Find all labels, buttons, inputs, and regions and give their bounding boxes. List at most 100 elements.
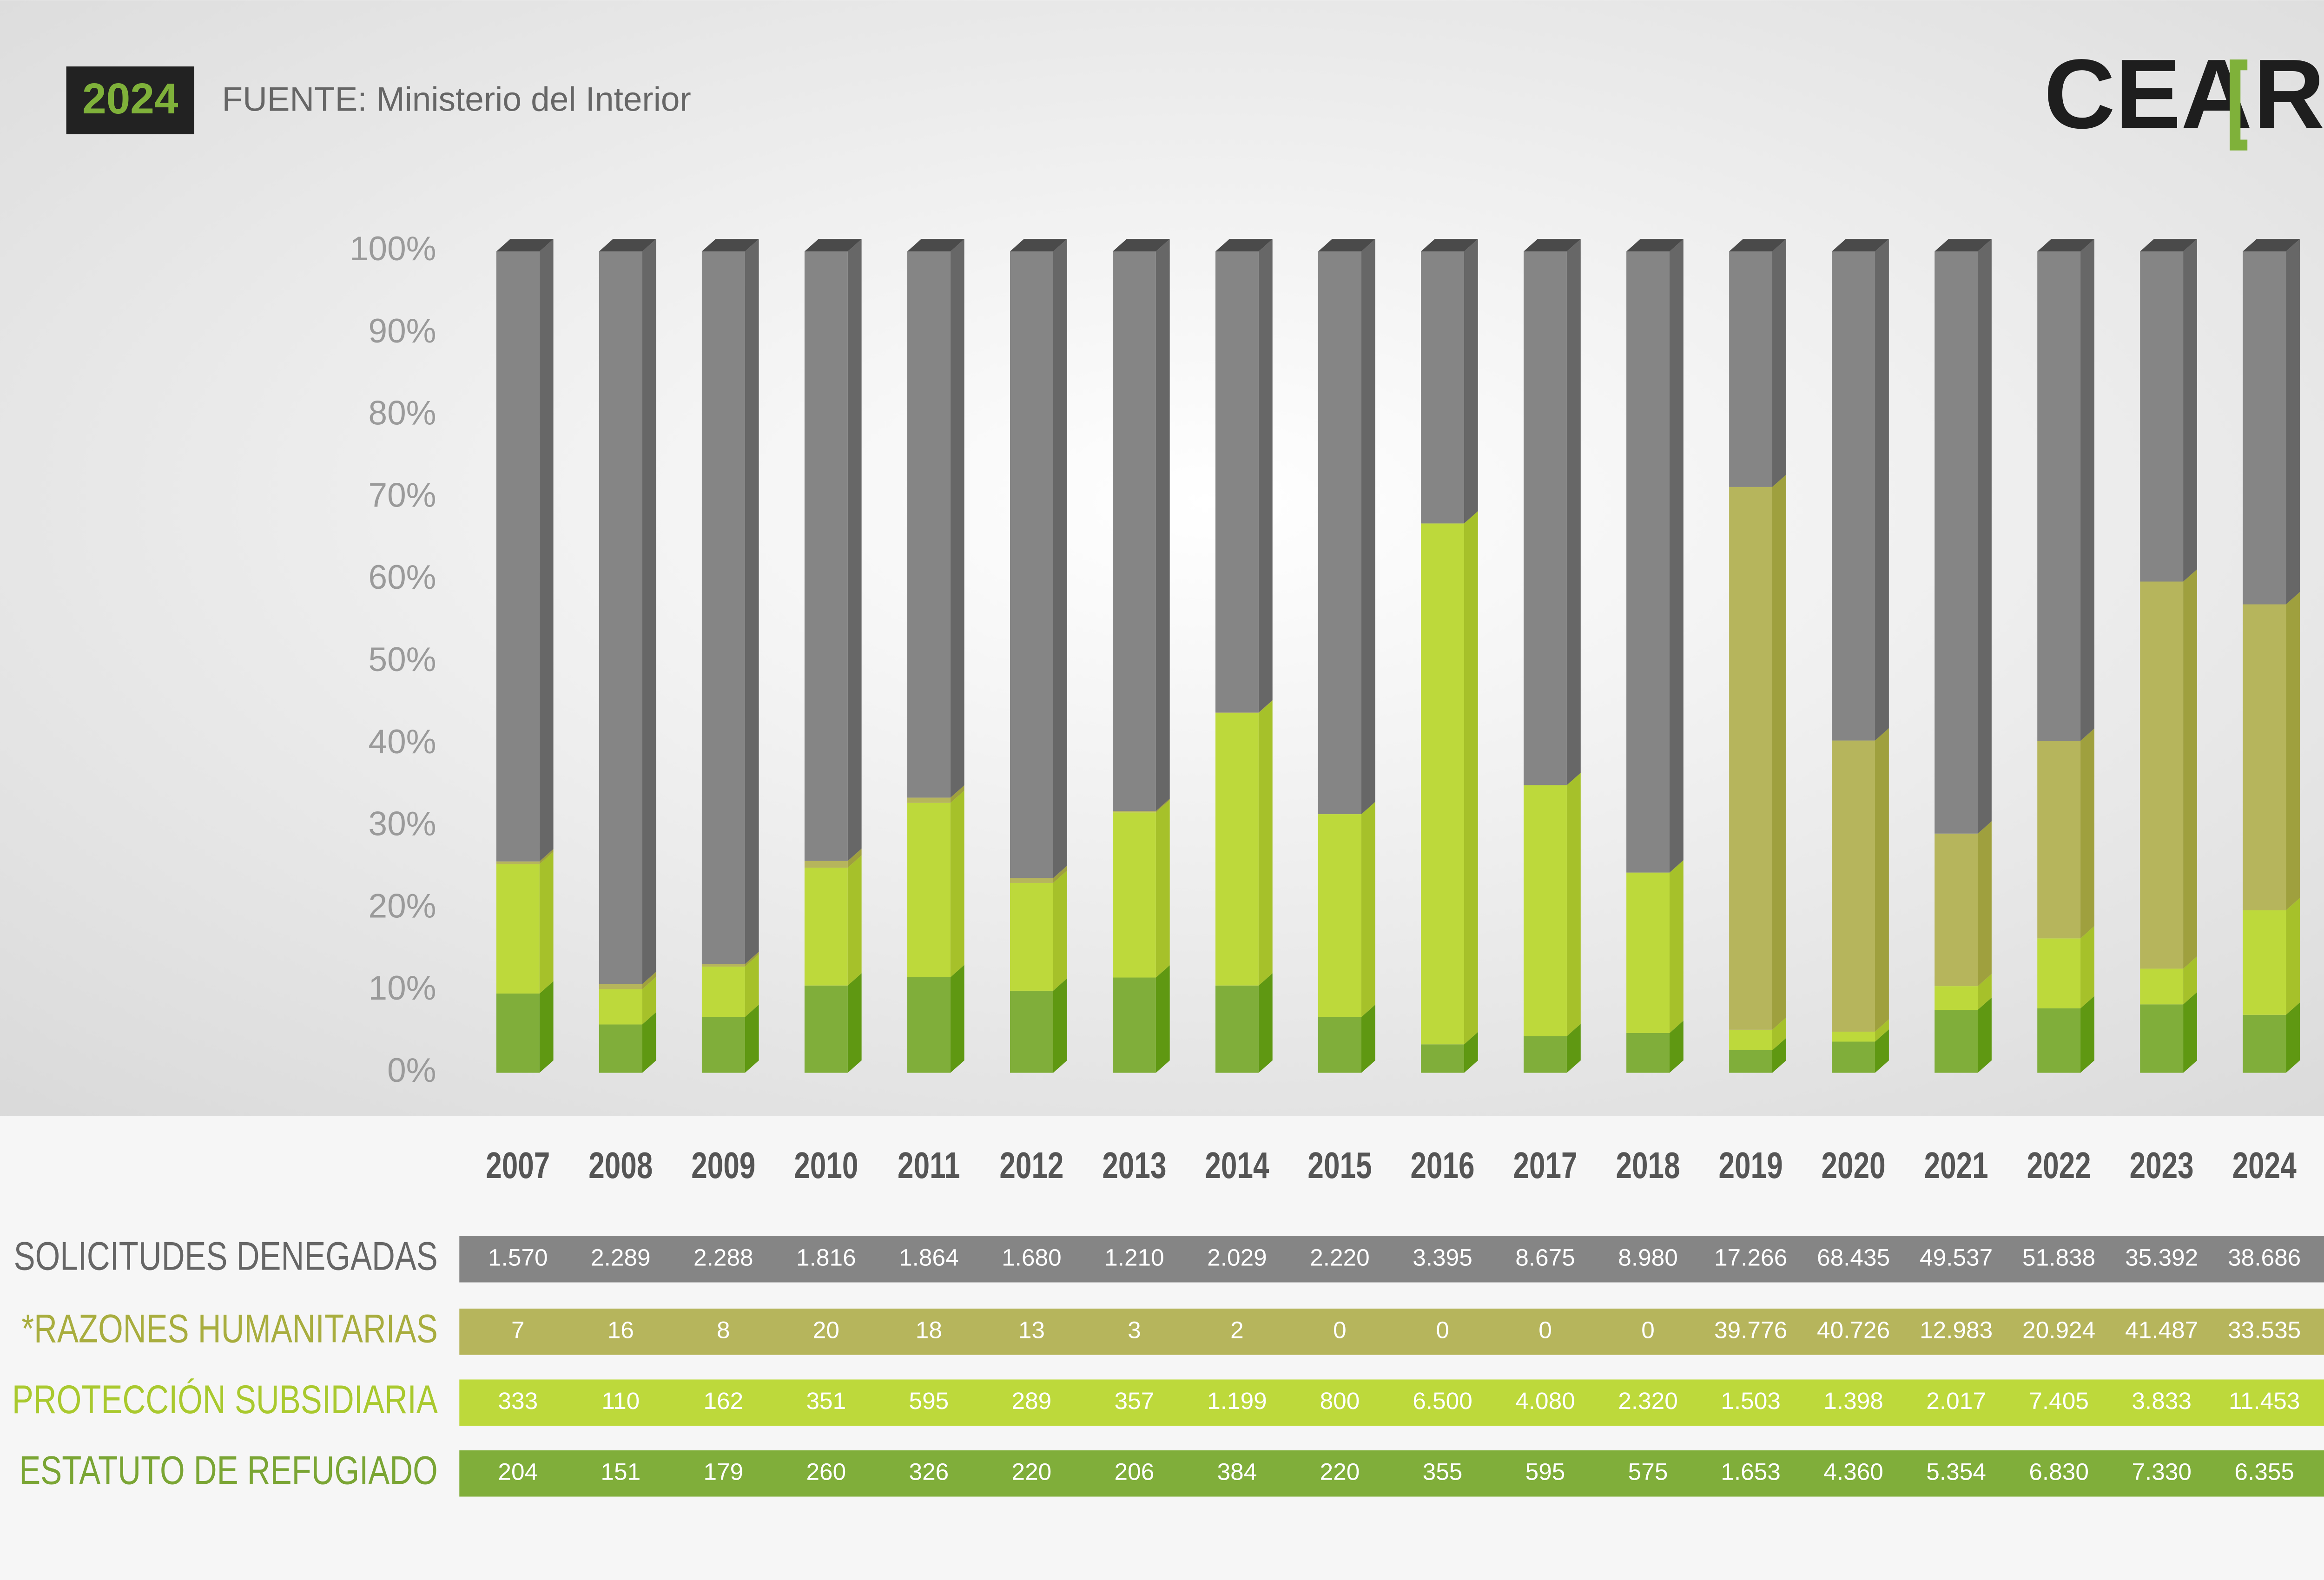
bar-side	[1875, 239, 1889, 741]
table-cell: 1.653	[1721, 1458, 1781, 1485]
bar-segment	[2140, 968, 2184, 1005]
bar-segment	[1112, 977, 1156, 1073]
bar-side	[1155, 965, 1170, 1073]
table-cell: 2.029	[1207, 1244, 1267, 1271]
bar-side	[1258, 700, 1273, 713]
table-cell: 1.570	[488, 1244, 548, 1271]
bar-segment	[1421, 523, 1464, 1045]
table-cell: 575	[1628, 1458, 1668, 1485]
bar-side	[2080, 728, 2094, 939]
table-row	[459, 1308, 2324, 1355]
bar-segment	[496, 993, 540, 1073]
bar-segment	[2243, 604, 2286, 910]
table-cell: 39.776	[1714, 1316, 1787, 1343]
y-tick-label: 30%	[369, 805, 436, 843]
bar-segment	[907, 803, 951, 977]
table-cell: 289	[1012, 1387, 1052, 1414]
bar-segment	[2140, 251, 2184, 582]
bar-top	[1626, 239, 1684, 251]
table-row	[459, 1450, 2324, 1497]
bar-side	[745, 239, 759, 964]
bar-side	[1978, 997, 1992, 1073]
bar-side	[847, 239, 862, 861]
bar-side	[1772, 239, 1786, 487]
table-cell: 41.487	[2125, 1316, 2198, 1343]
bar-side	[1875, 1029, 1889, 1073]
table-cell: 51.838	[2022, 1244, 2095, 1271]
table-row	[459, 1236, 2324, 1283]
bar-top	[2037, 239, 2094, 251]
x-tick-label: 2011	[898, 1145, 960, 1186]
bar-segment	[1832, 251, 1875, 741]
bar-segment	[1112, 251, 1156, 811]
bar-segment	[1729, 1029, 1772, 1051]
table-cell: 0	[1538, 1316, 1552, 1343]
x-tick-label: 2009	[691, 1145, 755, 1186]
bar-segment	[701, 1017, 745, 1073]
y-tick-label: 50%	[369, 641, 436, 678]
table-cell: 16	[607, 1316, 634, 1343]
bar-segment	[2243, 251, 2286, 605]
table-cell: 5.354	[1926, 1458, 1986, 1485]
bar-side	[2080, 996, 2094, 1073]
table-row	[459, 1379, 2324, 1426]
x-tick-label: 2014	[1205, 1145, 1269, 1186]
bar-top	[1010, 239, 1067, 251]
bar-side	[1978, 821, 1992, 987]
table-cell: 1.199	[1207, 1387, 1267, 1414]
legend-label: *RAZONES HUMANITARIAS	[21, 1306, 438, 1351]
bar-top	[496, 239, 554, 251]
bar-segment	[1832, 740, 1875, 1032]
bar-segment	[1626, 1033, 1670, 1073]
x-tick-label: 2010	[794, 1145, 858, 1186]
bar-segment	[1524, 785, 1567, 1036]
bar-segment	[804, 868, 848, 986]
x-tick-label: 2024	[2232, 1145, 2297, 1186]
table-cell: 6.355	[2234, 1458, 2294, 1485]
bar-side	[2286, 898, 2300, 1015]
bar-segment	[1524, 1036, 1567, 1073]
bar-top	[1729, 239, 1786, 251]
bar-side	[745, 952, 759, 967]
bar-segment	[1010, 990, 1053, 1073]
table-cell: 151	[601, 1458, 640, 1485]
table-cell: 6.830	[2029, 1458, 2089, 1485]
x-tick-label: 2018	[1616, 1145, 1680, 1186]
bar-side	[1978, 239, 1992, 834]
bar-side	[1258, 973, 1273, 1073]
table-cell: 4.360	[1823, 1458, 1883, 1485]
table-cell: 20	[813, 1316, 839, 1343]
bar-side	[2286, 1002, 2300, 1073]
bar-side	[950, 790, 964, 977]
bar-top	[2243, 239, 2300, 251]
bar-side	[642, 977, 656, 1025]
bar-segment	[1729, 251, 1772, 487]
table-cell: 8.675	[1515, 1244, 1575, 1271]
bar-side	[1566, 773, 1581, 1036]
bar-segment	[1215, 251, 1259, 713]
bar-side	[1772, 474, 1786, 1030]
bar-side	[847, 849, 862, 868]
bar-top	[907, 239, 964, 251]
x-tick-label: 2013	[1102, 1145, 1166, 1186]
x-tick-label: 2023	[2130, 1145, 2194, 1186]
bar-side	[847, 855, 862, 986]
bar-side	[1772, 1017, 1786, 1051]
legend-label: PROTECCIÓN SUBSIDIARIA	[12, 1377, 438, 1422]
bar-segment	[599, 1024, 642, 1073]
bar-top	[2140, 239, 2197, 251]
bar-segment	[1215, 985, 1259, 1073]
bar-segment	[1626, 251, 1670, 873]
bar-segment	[907, 251, 951, 798]
table-cell: 7.405	[2029, 1387, 2089, 1414]
bar-side	[1053, 865, 1067, 883]
bar-segment	[2037, 251, 2081, 741]
bar-side	[2183, 569, 2197, 969]
bar-side	[642, 1012, 656, 1073]
bar-segment	[2140, 581, 2184, 969]
bar-side	[847, 973, 862, 1073]
table-cell: 1.816	[796, 1244, 856, 1271]
bar-segment	[1421, 251, 1464, 524]
bar-side	[1669, 239, 1684, 873]
bar-side	[539, 849, 554, 864]
